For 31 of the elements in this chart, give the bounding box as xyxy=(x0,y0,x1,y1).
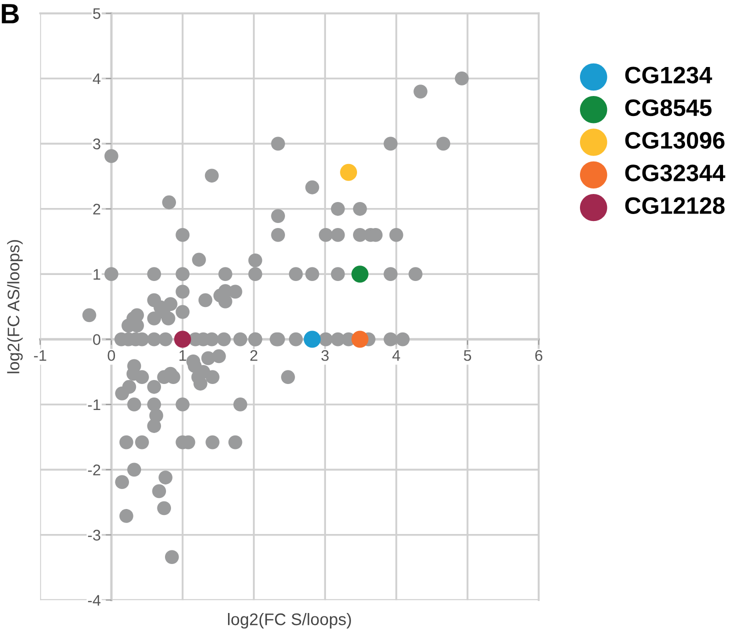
legend-label: CG1234 xyxy=(625,66,712,84)
x-tick-label: 3 xyxy=(321,350,329,361)
text: B xyxy=(2,4,19,24)
y-tick-label: 0 xyxy=(93,334,100,345)
y-tick-label: 2 xyxy=(93,204,100,214)
y-tick-label: 4 xyxy=(92,74,101,84)
y-tick-label: 5 xyxy=(93,8,100,19)
y-tick-label: -3 xyxy=(88,530,100,541)
legend-label: CG12128 xyxy=(625,197,725,214)
legend-label: CG32344 xyxy=(625,164,726,182)
y-tick-label: 3 xyxy=(93,138,100,150)
legend-label: CG8545 xyxy=(625,99,712,116)
y-tick-label: -4 xyxy=(88,595,101,606)
x-tick-label: 0 xyxy=(108,350,116,361)
x-tick-label: 4 xyxy=(392,350,400,361)
point xyxy=(351,330,368,348)
y-tick-label: -2 xyxy=(88,464,100,476)
legend-label: CG13096 xyxy=(625,132,724,149)
x-axis-title: log2(FC S/loops) xyxy=(228,612,351,629)
point xyxy=(351,266,368,283)
point xyxy=(340,164,358,181)
y-tick-label: 1 xyxy=(94,269,100,280)
x-tick-label: -1 xyxy=(34,350,46,361)
x-tick-label: 1 xyxy=(180,350,186,361)
point xyxy=(174,330,192,348)
x-tick-label: 5 xyxy=(464,350,472,361)
y-axis-title: log2(FC AS/loops) xyxy=(7,240,23,374)
y-tick-label: -1 xyxy=(88,400,100,410)
x-tick-label: 6 xyxy=(535,350,542,361)
point xyxy=(304,330,321,348)
x-tick-label: 2 xyxy=(250,350,258,361)
